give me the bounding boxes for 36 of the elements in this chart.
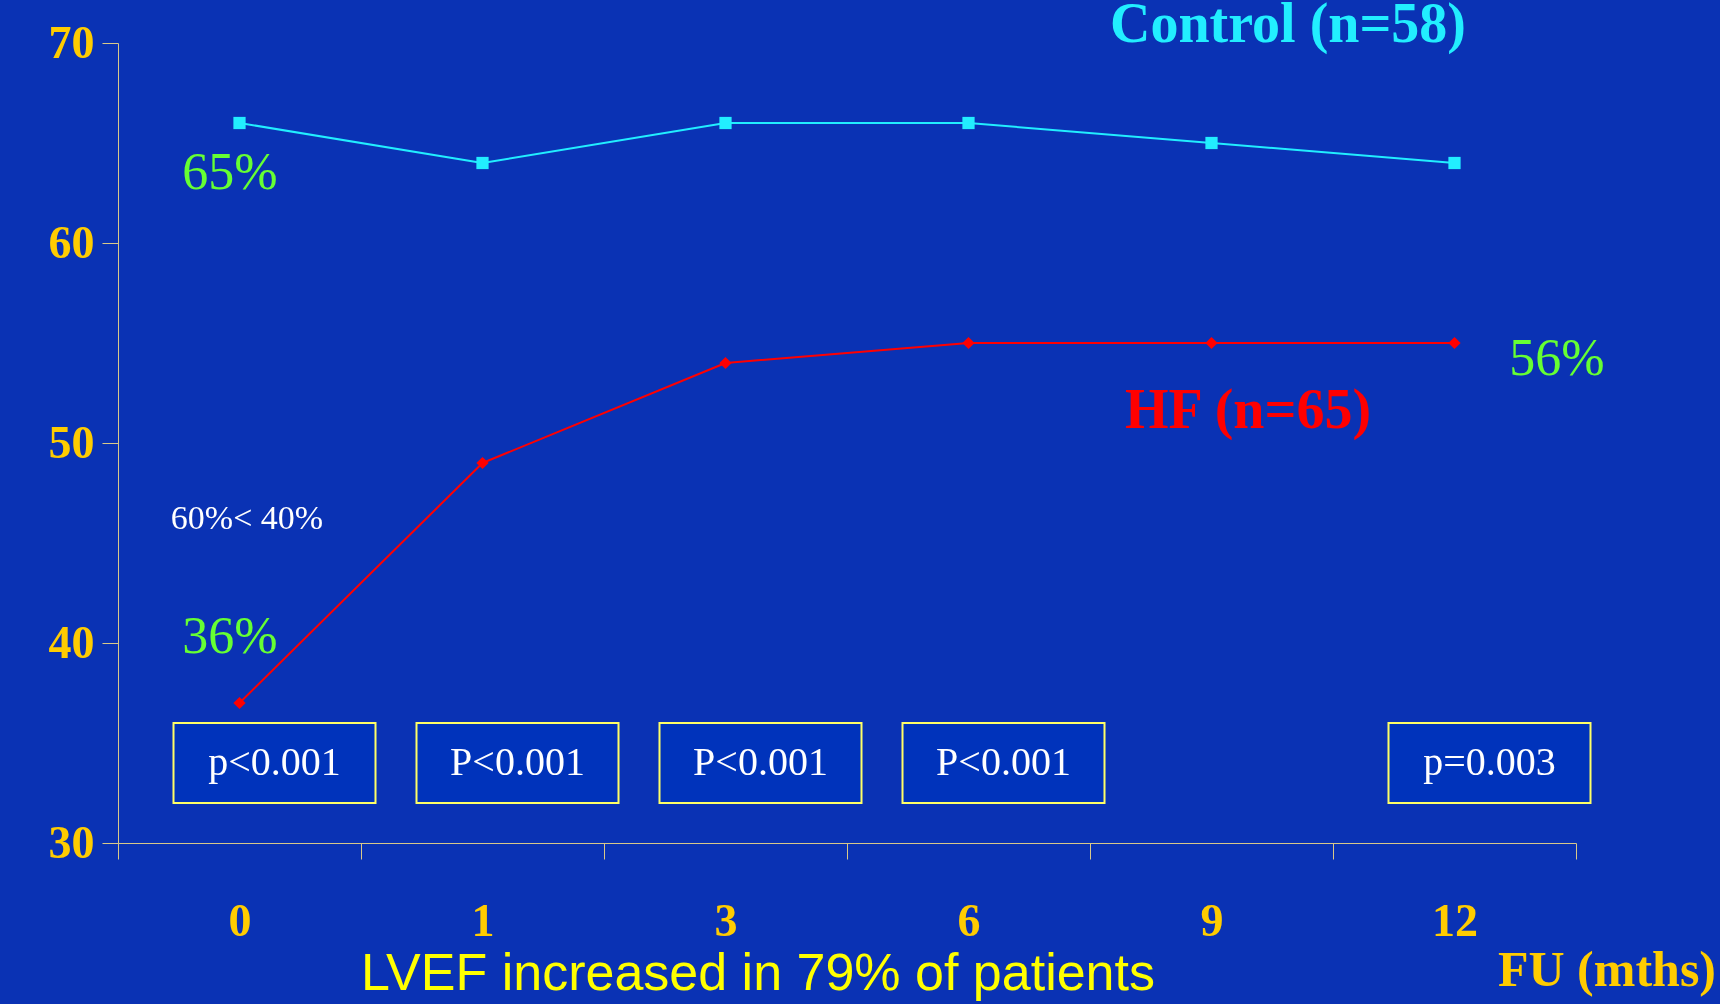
- x-tick-label: 6: [957, 894, 981, 946]
- point: [719, 116, 732, 130]
- series-label: Control (n=58): [1110, 0, 1466, 55]
- y-tick-label: 40: [48, 616, 95, 668]
- annotation: 36%: [182, 607, 278, 664]
- point: [962, 336, 975, 350]
- annotation: 60%< 40%: [170, 499, 324, 536]
- x-tick-label: 9: [1200, 894, 1224, 946]
- point: [1205, 136, 1218, 150]
- y-tick-label: 60: [48, 216, 95, 268]
- x-tick-label: 1: [471, 894, 495, 946]
- x-tick-label: 0: [228, 894, 252, 946]
- y-tick-label: 70: [48, 16, 95, 68]
- annotation: P<0.001: [936, 739, 1071, 784]
- annotation: p<0.001: [208, 739, 341, 784]
- series-label: HF (n=65): [1124, 378, 1372, 441]
- annotation: P<0.001: [450, 739, 585, 784]
- point: [233, 116, 246, 130]
- point: [962, 116, 975, 130]
- point: [1448, 336, 1461, 350]
- x-axis-title: FU (mths): [1497, 941, 1716, 997]
- annotation: p=0.003: [1423, 739, 1556, 784]
- point: [719, 356, 732, 370]
- y-tick-label: 50: [48, 416, 95, 468]
- annotation: 65%: [182, 143, 278, 200]
- y-tick-label: 30: [48, 816, 95, 868]
- annotation: P<0.001: [693, 739, 828, 784]
- point: [476, 456, 489, 470]
- x-tick-label: 3: [714, 894, 738, 946]
- x-tick-label: 12: [1432, 894, 1478, 946]
- point: [233, 696, 246, 710]
- point: [1205, 336, 1218, 350]
- point: [476, 156, 489, 170]
- point: [1448, 156, 1461, 170]
- text: LVEF increased in 79% of patients: [361, 943, 1155, 1001]
- annotation: 56%: [1509, 329, 1605, 386]
